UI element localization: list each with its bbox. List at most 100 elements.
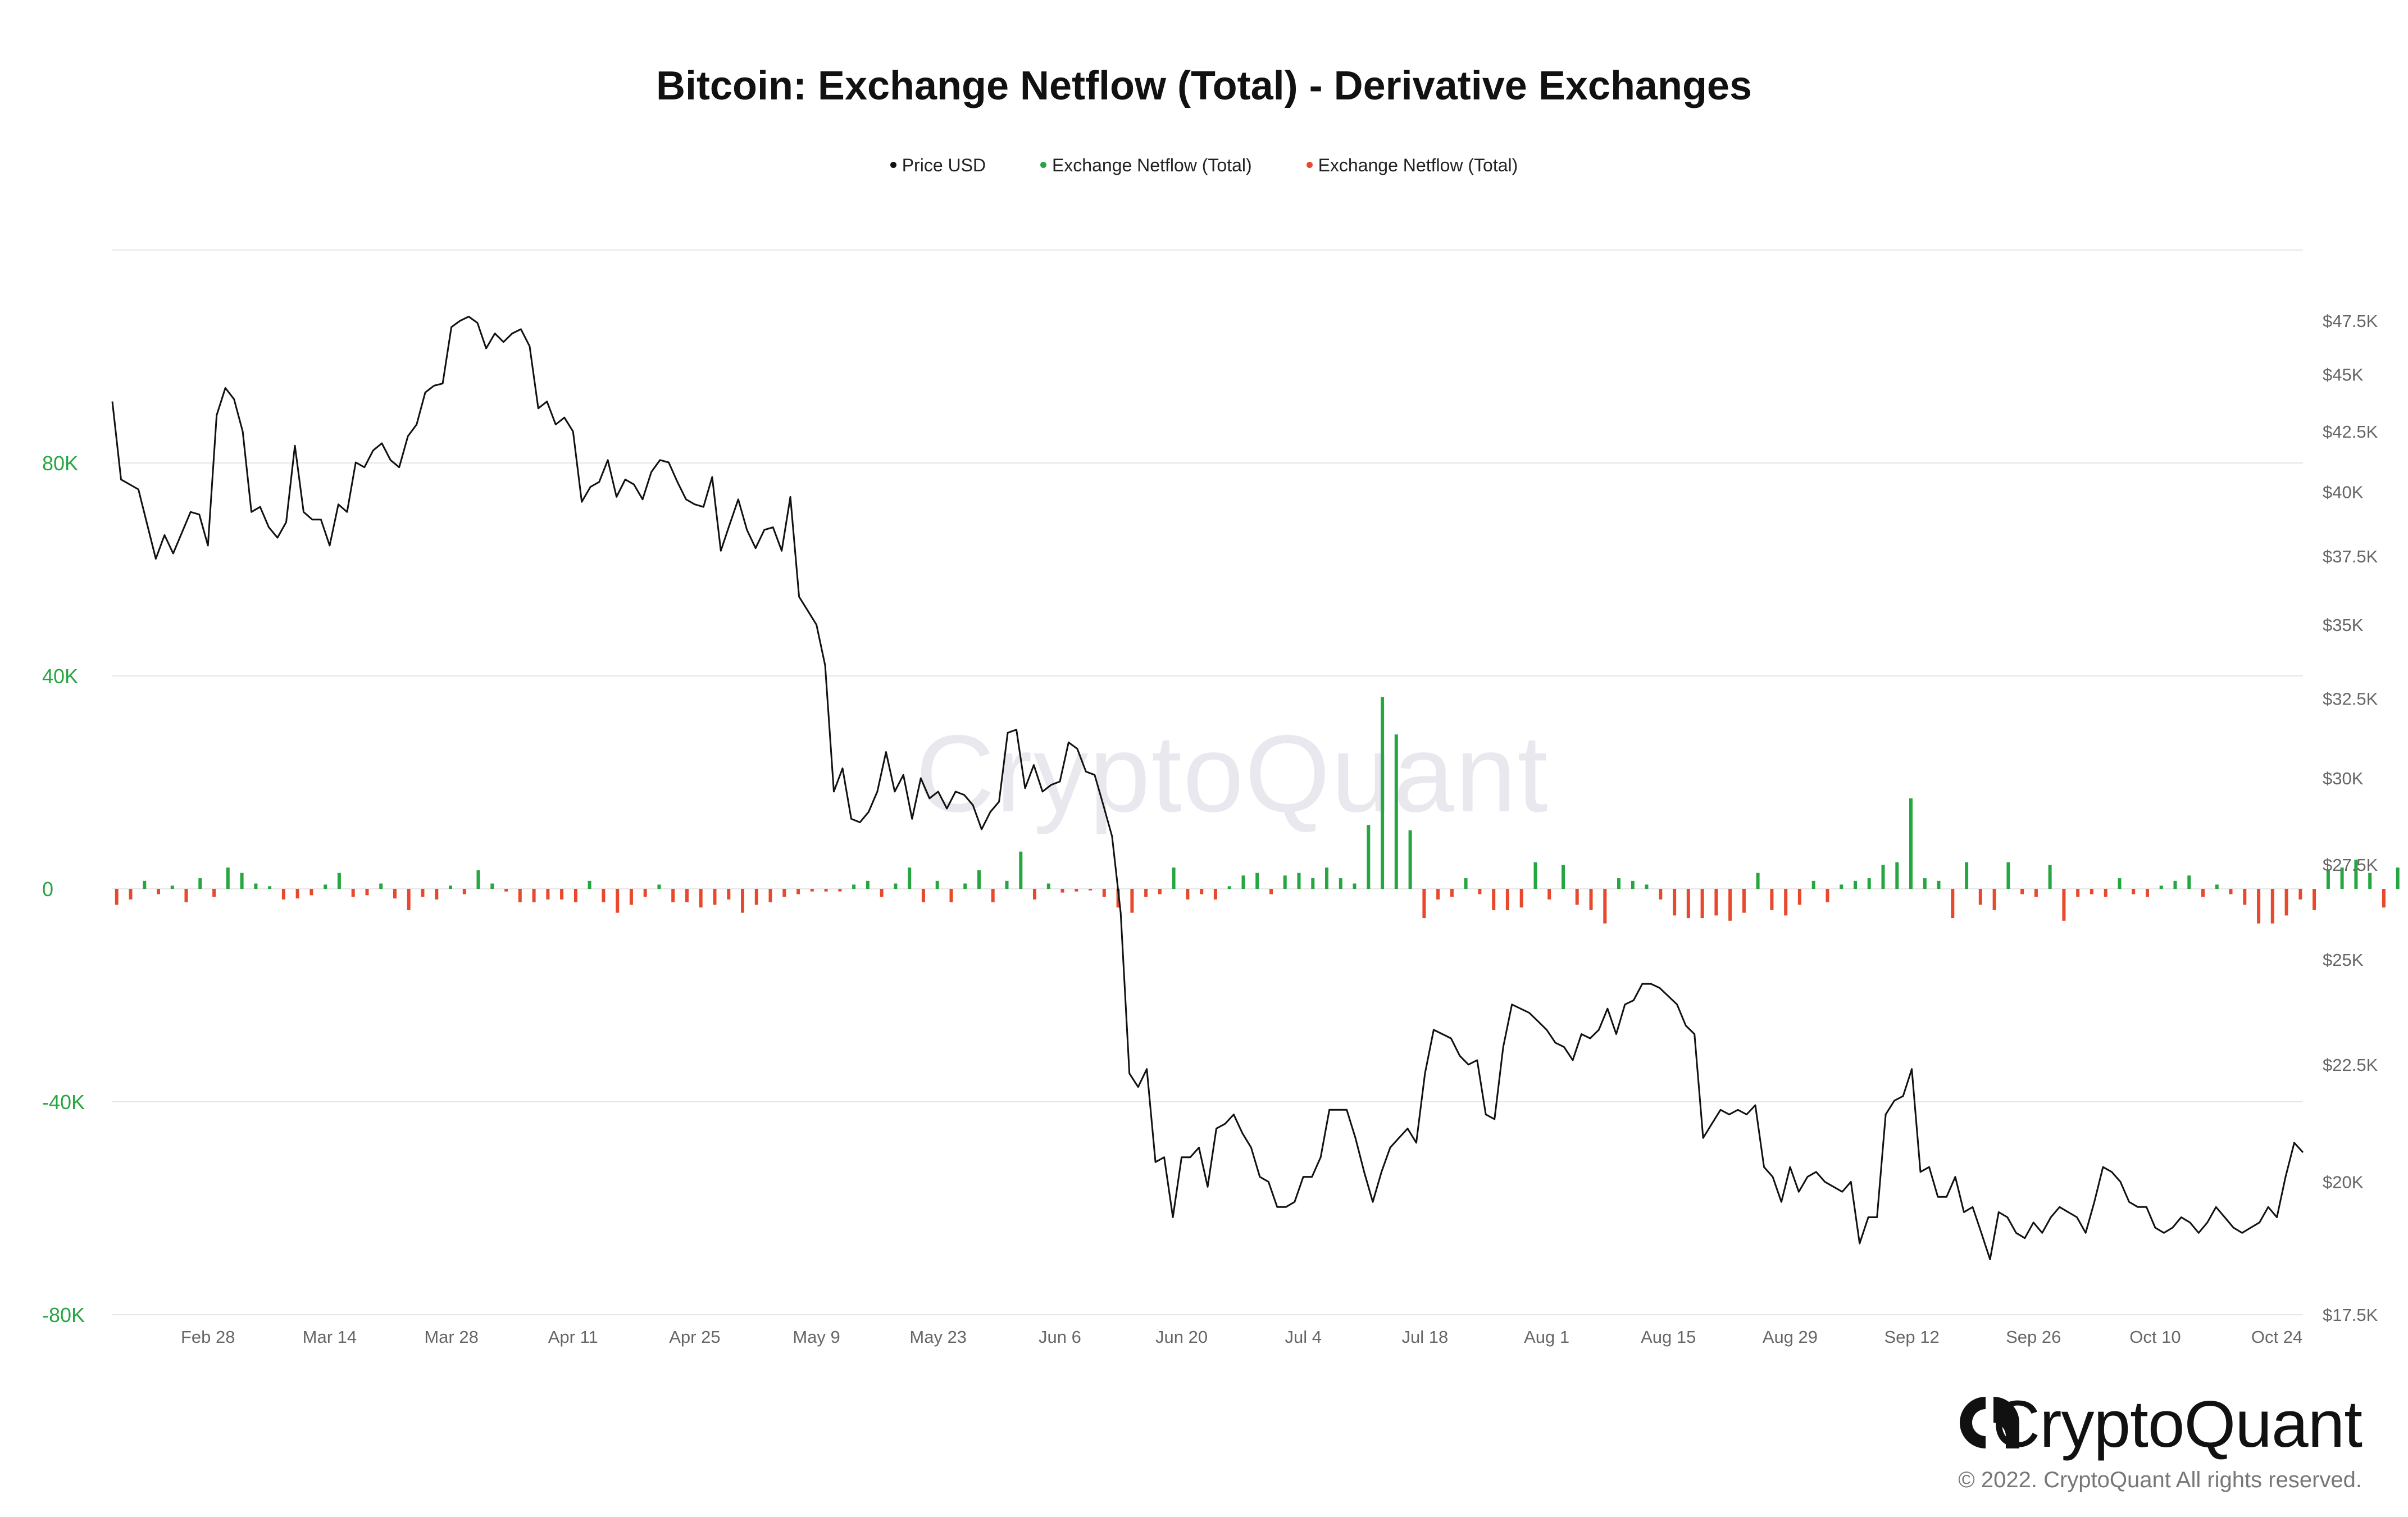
netflow-bar-negative (1826, 889, 1829, 902)
netflow-bar-positive (1895, 862, 1899, 889)
x-tick-label: Apr 11 (548, 1327, 598, 1347)
y-right-tick-label: $32.5K (2323, 689, 2378, 708)
netflow-bar-negative (1060, 889, 1064, 893)
netflow-bar-negative (1492, 889, 1496, 910)
x-tick-label: Aug 15 (1641, 1327, 1696, 1347)
legend-item-netflow-negative[interactable]: Exchange Netflow (Total) (1306, 155, 1518, 176)
y-right-tick-label: $45K (2323, 365, 2364, 385)
netflow-bar-negative (685, 889, 689, 902)
copyright-text: © 2022. CryptoQuant All rights reserved. (1958, 1468, 2362, 1492)
netflow-bar-negative (2382, 889, 2386, 908)
netflow-bar-negative (713, 889, 717, 905)
x-tick-label: Sep 12 (1884, 1327, 1939, 1347)
y-right-tick-label: $22.5K (2323, 1055, 2378, 1075)
y-left-tick-label: -40K (42, 1091, 85, 1114)
netflow-bar-negative (2243, 889, 2247, 905)
netflow-bar-negative (2313, 889, 2316, 910)
y-left-tick-label: 40K (42, 665, 78, 688)
netflow-bar-negative (351, 889, 355, 897)
netflow-bar-negative (2257, 889, 2261, 924)
x-tick-label: Feb 28 (181, 1327, 235, 1347)
netflow-bar-negative (1200, 889, 1204, 894)
netflow-bar-negative (2076, 889, 2080, 897)
netflow-bar-positive (1241, 875, 1245, 889)
netflow-bar-negative (1673, 889, 1677, 916)
netflow-bar-negative (838, 889, 842, 892)
netflow-bar-negative (407, 889, 411, 910)
netflow-bar-negative (1450, 889, 1454, 897)
x-tick-label: Aug 29 (1763, 1327, 1818, 1347)
legend-item-price[interactable]: Price USD (890, 155, 986, 176)
netflow-bar-positive (1645, 884, 1649, 889)
x-tick-label: Jun 20 (1155, 1327, 1208, 1347)
netflow-bar-positive (226, 867, 230, 889)
netflow-bar-negative (741, 889, 744, 913)
netflow-bar-positive (1283, 875, 1287, 889)
netflow-bar-negative (1478, 889, 1482, 894)
netflow-bar-negative (1269, 889, 1273, 894)
x-tick-label: Mar 28 (424, 1327, 478, 1347)
y-right-tick-label: $35K (2323, 615, 2364, 635)
netflow-bar-negative (462, 889, 466, 894)
netflow-bar-positive (1297, 873, 1301, 889)
netflow-bar-positive (254, 883, 258, 889)
y-right-tick-label: $42.5K (2323, 422, 2378, 442)
netflow-bar-negative (1075, 889, 1078, 892)
netflow-bar-positive (1840, 884, 1843, 889)
netflow-bar-positive (240, 873, 244, 889)
netflow-bar-negative (1603, 889, 1607, 924)
netflow-bar-positive (1562, 865, 1565, 889)
netflow-bar-positive (1617, 878, 1620, 889)
netflow-bar-positive (2340, 867, 2344, 889)
netflow-bar-negative (546, 889, 550, 900)
legend-dot-netflow-positive-icon (1040, 162, 1046, 169)
netflow-bar-negative (2020, 889, 2024, 894)
netflow-bar-negative (1659, 889, 1663, 900)
netflow-bar-negative (532, 889, 536, 902)
netflow-bar-negative (2201, 889, 2205, 897)
brand-name: CryptoQuant (1992, 1387, 2363, 1461)
netflow-bar-positive (1756, 873, 1760, 889)
netflow-bar-negative (421, 889, 425, 897)
netflow-bar-positive (449, 885, 452, 889)
netflow-bar-negative (616, 889, 620, 913)
netflow-bar-positive (1811, 880, 1815, 889)
legend: Price USD Exchange Netflow (Total) Excha… (0, 155, 2408, 176)
netflow-bar-positive (2173, 880, 2177, 889)
netflow-bar-positive (1353, 883, 1357, 889)
netflow-bar-positive (1909, 798, 1913, 889)
netflow-bar-positive (1172, 867, 1176, 889)
netflow-bar-negative (1589, 889, 1593, 910)
netflow-bar-positive (2215, 884, 2219, 889)
netflow-bar-positive (852, 884, 856, 889)
netflow-bar-negative (2090, 889, 2093, 894)
netflow-bar-negative (2284, 889, 2288, 916)
netflow-bar-positive (1881, 865, 1885, 889)
y-right-tick-label: $20K (2323, 1172, 2364, 1192)
x-tick-label: May 23 (909, 1327, 967, 1347)
netflow-bar-negative (949, 889, 953, 902)
netflow-bar-negative (518, 889, 522, 902)
netflow-bar-positive (908, 867, 912, 889)
netflow-bar-positive (1965, 862, 1969, 889)
y-right-tick-label: $17.5K (2323, 1305, 2378, 1325)
netflow-bar-positive (379, 883, 383, 889)
netflow-bar-positive (1533, 862, 1537, 889)
netflow-bar-positive (1227, 886, 1231, 889)
netflow-bar-negative (1519, 889, 1523, 908)
netflow-bar-positive (963, 883, 967, 889)
right-axis: $47.5K $45K $42.5K $40K $37.5K $35K $32.5K $30K… (2323, 311, 2378, 1325)
netflow-bar-positive (324, 884, 327, 889)
netflow-bar-negative (1742, 889, 1746, 913)
netflow-bar-positive (1854, 880, 1857, 889)
y-left-tick-label: -80K (42, 1303, 85, 1327)
legend-item-netflow-positive[interactable]: Exchange Netflow (Total) (1040, 155, 1252, 176)
netflow-bar-negative (727, 889, 731, 900)
netflow-bar-negative (1575, 889, 1579, 905)
netflow-bar-positive (1046, 883, 1050, 889)
netflow-bar-positive (1923, 878, 1927, 889)
netflow-bar-positive (1339, 878, 1342, 889)
chart-title: Bitcoin: Exchange Netflow (Total) - Deri… (656, 63, 1752, 108)
legend-dot-netflow-negative-icon (1306, 162, 1313, 169)
netflow-bar-positive (1408, 830, 1412, 889)
